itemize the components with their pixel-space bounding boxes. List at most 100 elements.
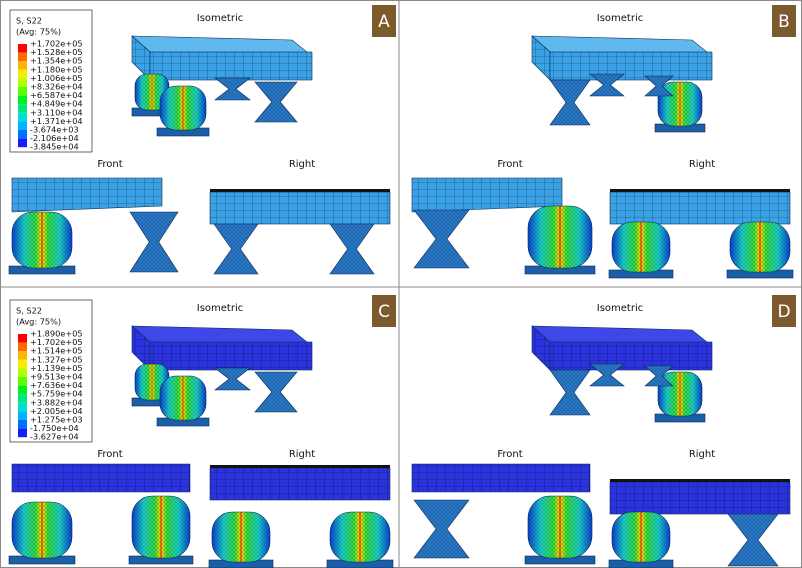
panel-letter: B <box>778 12 790 32</box>
legend-swatch <box>18 78 27 87</box>
bearing-mesh <box>12 502 72 558</box>
legend-entry: +4.849e+04 <box>30 99 83 109</box>
slab-side <box>149 51 313 81</box>
legend-entry: -3.674e+03 <box>30 125 79 135</box>
legend-entry: +1.528e+05 <box>30 47 83 57</box>
view-label: Isometric <box>197 303 243 314</box>
bearing-mesh <box>730 222 790 272</box>
panel: Isometric Front Right B <box>411 5 796 279</box>
legend-entry: +1.006e+05 <box>30 73 83 83</box>
slab-front-view <box>11 177 163 213</box>
legend-entry: +1.275e+03 <box>30 415 83 425</box>
bearing-mesh <box>160 376 206 420</box>
legend-entry: +1.702e+05 <box>30 39 83 49</box>
legend-entry: -2.106e+04 <box>30 133 79 143</box>
legend: S, S22(Avg: 75%)+1.702e+05+1.528e+05+1.3… <box>9 9 93 153</box>
x-bearing-mesh <box>215 78 250 100</box>
legend-entry: +3.110e+04 <box>30 107 83 117</box>
slab-edge <box>610 189 790 192</box>
legend-swatch <box>18 394 27 403</box>
slab-front-view <box>411 177 563 213</box>
slab-side <box>149 341 313 371</box>
panel-letter-box <box>772 5 796 37</box>
legend-entry: +1.371e+04 <box>30 116 83 126</box>
panel: Isometric Front Right A S, S22(Avg: 75%) +1.7… <box>8 5 396 275</box>
legend-entry: +1.354e+05 <box>30 56 83 66</box>
slab-edge <box>610 479 790 482</box>
view-label: Right <box>689 449 715 460</box>
bearing-mesh <box>528 206 592 268</box>
legend-entry: +1.139e+05 <box>30 363 83 373</box>
legend-swatch <box>18 402 27 412</box>
legend-swatch <box>18 368 27 377</box>
legend-title: S, S22 <box>16 16 42 26</box>
legend-entry: +1.327e+05 <box>30 354 83 364</box>
bearing-mesh <box>132 496 190 558</box>
panel-letter-box <box>372 295 396 327</box>
slab-right-view <box>609 481 791 515</box>
legend-swatch <box>18 420 27 429</box>
view-label: Isometric <box>197 13 243 24</box>
x-bearing-mesh <box>550 80 590 125</box>
panel-letter-box <box>372 5 396 37</box>
x-bearing-mesh <box>590 74 624 96</box>
legend-entry: +8.326e+04 <box>30 82 83 92</box>
legend-swatch <box>18 334 27 343</box>
x-bearing-mesh <box>215 368 250 390</box>
legend-swatch <box>18 52 27 62</box>
bearing-mesh <box>612 222 670 272</box>
x-bearing-mesh <box>590 364 624 386</box>
bearing-mesh <box>330 512 390 562</box>
slab-edge <box>210 465 390 468</box>
x-bearing-mesh <box>728 514 778 566</box>
slab-right-view <box>209 191 391 225</box>
legend-swatch <box>18 130 27 139</box>
legend-swatch <box>18 121 27 130</box>
legend-entry: +1.180e+05 <box>30 64 83 74</box>
legend-entry: -3.845e+04 <box>30 142 79 152</box>
view-label: Right <box>689 159 715 170</box>
legend-swatch <box>18 359 27 369</box>
x-bearing-mesh <box>130 212 178 272</box>
x-bearing-mesh <box>550 370 590 415</box>
legend-swatch <box>18 87 27 96</box>
x-bearing-mesh <box>214 224 258 274</box>
legend-swatch <box>18 385 27 395</box>
legend-swatch <box>18 104 27 113</box>
legend-entry: +1.702e+05 <box>30 337 83 347</box>
x-bearing-mesh <box>414 210 469 268</box>
legend-entry: -3.627e+04 <box>30 432 79 442</box>
slab-side <box>549 341 713 371</box>
legend-entry: +2.005e+04 <box>30 406 83 416</box>
bearing-mesh <box>160 86 206 130</box>
slab-right-view <box>609 191 791 225</box>
slab-front-view <box>11 463 191 493</box>
legend-entry: +9.513e+04 <box>30 372 83 382</box>
slab-front-view <box>411 463 591 493</box>
view-label: Front <box>97 159 122 170</box>
panel-letter-box <box>772 295 796 327</box>
bearing-mesh <box>528 496 592 558</box>
view-label: Isometric <box>597 303 643 314</box>
slab-right-view <box>209 467 391 501</box>
x-bearing-mesh <box>645 76 673 96</box>
legend-swatch <box>18 112 27 122</box>
legend-swatch <box>18 61 27 70</box>
panel-letter: C <box>378 302 390 322</box>
legend-entry: +1.514e+05 <box>30 346 83 356</box>
legend-swatch <box>18 411 27 420</box>
legend-entry: +5.759e+04 <box>30 389 83 399</box>
view-label: Isometric <box>597 13 643 24</box>
bearing-mesh <box>212 512 270 562</box>
view-label: Right <box>289 159 315 170</box>
legend-entry: +3.882e+04 <box>30 397 83 407</box>
panel: Isometric Front Right D <box>411 295 796 568</box>
legend-entry: +1.890e+05 <box>30 329 83 339</box>
view-label: Front <box>497 159 522 170</box>
legend-subtitle: (Avg: 75%) <box>16 317 61 327</box>
x-bearing-mesh <box>645 366 673 386</box>
legend-entry: +7.636e+04 <box>30 380 83 390</box>
legend-entry: +6.587e+04 <box>30 90 83 100</box>
legend-swatch <box>18 69 27 79</box>
